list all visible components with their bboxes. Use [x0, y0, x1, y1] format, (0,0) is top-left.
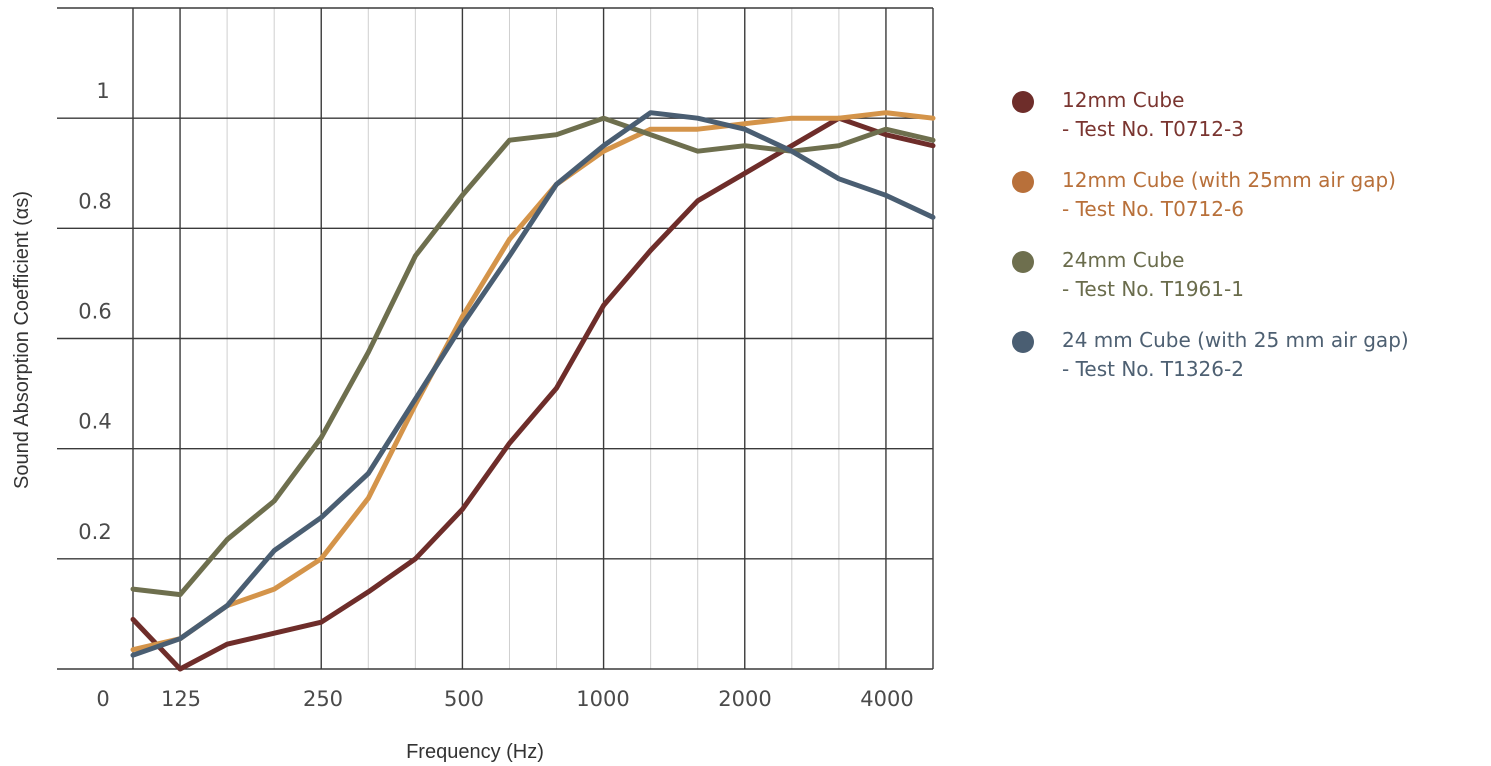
- legend-dot: [1012, 171, 1034, 193]
- legend: 12mm Cube - Test No. T0712-3 12mm Cube (…: [1010, 86, 1480, 406]
- major-gridlines: [57, 7, 934, 670]
- series-lines: [130, 110, 936, 672]
- legend-item-12mm-cube-air-gap: 12mm Cube (with 25mm air gap) - Test No.…: [1010, 166, 1480, 224]
- legend-series-name: 12mm Cube: [1062, 88, 1185, 112]
- y-tick-label: 0.2: [78, 520, 111, 544]
- series-line: [130, 110, 936, 658]
- x-tick-label: 125: [161, 687, 201, 711]
- series-line: [130, 115, 936, 672]
- y-tick-label: 1: [96, 79, 109, 103]
- legend-item-12mm-cube: 12mm Cube - Test No. T0712-3: [1010, 86, 1480, 144]
- y-axis-title: Sound Absorption Coefficient (αs): [11, 191, 33, 489]
- series-line: [130, 115, 936, 598]
- legend-dot: [1012, 331, 1034, 353]
- x-tick-label: 250: [303, 687, 343, 711]
- legend-series-name: 24 mm Cube (with 25 mm air gap): [1062, 328, 1409, 352]
- y-tick-label: 0.6: [78, 300, 111, 324]
- x-tick-label: 2000: [718, 687, 771, 711]
- legend-test-number: - Test No. T0712-6: [1062, 197, 1244, 221]
- x-tick-label: 1000: [576, 687, 629, 711]
- legend-item-24mm-cube: 24mm Cube - Test No. T1961-1: [1010, 246, 1480, 304]
- y-tick-label: 0.8: [78, 189, 111, 213]
- x-tick-label: 4000: [860, 687, 913, 711]
- x-tick-label: 500: [444, 687, 484, 711]
- y-tick-label: 0.4: [78, 410, 111, 434]
- x-axis-title: Frequency (Hz): [406, 741, 544, 763]
- legend-series-name: 24mm Cube: [1062, 248, 1185, 272]
- legend-series-name: 12mm Cube (with 25mm air gap): [1062, 168, 1396, 192]
- legend-test-number: - Test No. T1326-2: [1062, 357, 1244, 381]
- series-line: [130, 110, 936, 653]
- legend-dot: [1012, 91, 1034, 113]
- legend-test-number: - Test No. T0712-3: [1062, 117, 1244, 141]
- legend-item-24mm-cube-air-gap: 24 mm Cube (with 25 mm air gap) - Test N…: [1010, 326, 1480, 384]
- legend-test-number: - Test No. T1961-1: [1062, 277, 1244, 301]
- x-tick-label: 0: [96, 687, 109, 711]
- legend-dot: [1012, 251, 1034, 273]
